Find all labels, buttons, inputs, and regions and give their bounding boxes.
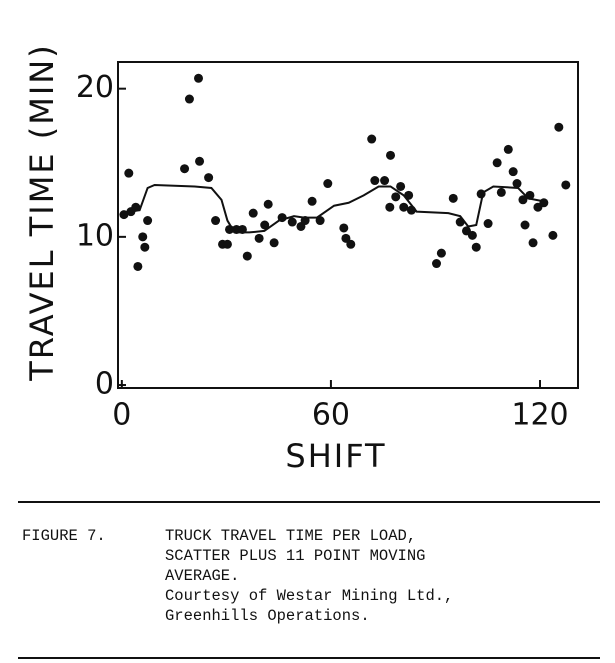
point (211, 216, 221, 226)
point (396, 181, 406, 191)
point (242, 251, 252, 261)
point (503, 144, 513, 154)
x-tick-label: 0 (112, 398, 131, 433)
point (248, 208, 258, 218)
point (448, 193, 458, 203)
plot-frame (117, 61, 579, 389)
point (195, 156, 205, 166)
point (432, 259, 442, 269)
caption-line: Courtesy of Westar Mining Ltd., (165, 587, 453, 605)
moving-average-line (121, 183, 544, 234)
point (263, 199, 273, 209)
point (561, 180, 571, 190)
point (133, 261, 143, 271)
point (287, 217, 297, 227)
point (520, 220, 530, 230)
point (140, 242, 150, 252)
y-tick-label: 10 (76, 218, 114, 253)
caption-line: AVERAGE. (165, 567, 239, 585)
point (436, 248, 446, 258)
point (184, 94, 194, 104)
point (367, 134, 377, 144)
point (143, 216, 153, 226)
point (508, 167, 518, 177)
caption-label: FIGURE 7. (22, 527, 106, 545)
point (323, 179, 333, 189)
point (467, 230, 477, 240)
point (471, 242, 481, 252)
point (260, 220, 270, 230)
point (391, 192, 401, 202)
x-axis-label: SHIFT (285, 437, 386, 475)
point (492, 158, 502, 168)
x-tick-label: 60 (312, 398, 350, 433)
point (518, 195, 528, 205)
x-tick-label: 120 (511, 398, 568, 433)
point (307, 196, 317, 206)
caption-line: SCATTER PLUS 11 POINT MOVING (165, 547, 425, 565)
point (386, 150, 396, 160)
point (399, 202, 409, 212)
point (548, 230, 558, 240)
point (315, 216, 325, 226)
caption: TRUCK TRAVEL TIME PER LOAD, SCATTER PLUS … (165, 527, 453, 625)
point (539, 198, 549, 208)
point (194, 73, 203, 83)
point (346, 239, 356, 249)
point (496, 187, 506, 197)
point (339, 223, 349, 233)
point (554, 122, 564, 132)
point (138, 232, 148, 242)
point (204, 173, 214, 183)
y-axis-label: TRAVEL TIME (MIN) (23, 43, 61, 381)
point (512, 179, 522, 189)
point (341, 233, 351, 243)
y-tick-label: 0 (95, 367, 114, 402)
point (483, 219, 493, 229)
point (528, 238, 538, 248)
caption-line: Greenhills Operations. (165, 607, 370, 625)
point (380, 176, 390, 186)
point (370, 176, 380, 186)
point (124, 168, 134, 178)
point (254, 233, 264, 243)
caption-line: TRUCK TRAVEL TIME PER LOAD, (165, 527, 416, 545)
point (269, 238, 279, 248)
point (222, 239, 232, 249)
point (385, 202, 395, 212)
point (180, 164, 190, 174)
y-tick-label: 20 (76, 70, 114, 105)
